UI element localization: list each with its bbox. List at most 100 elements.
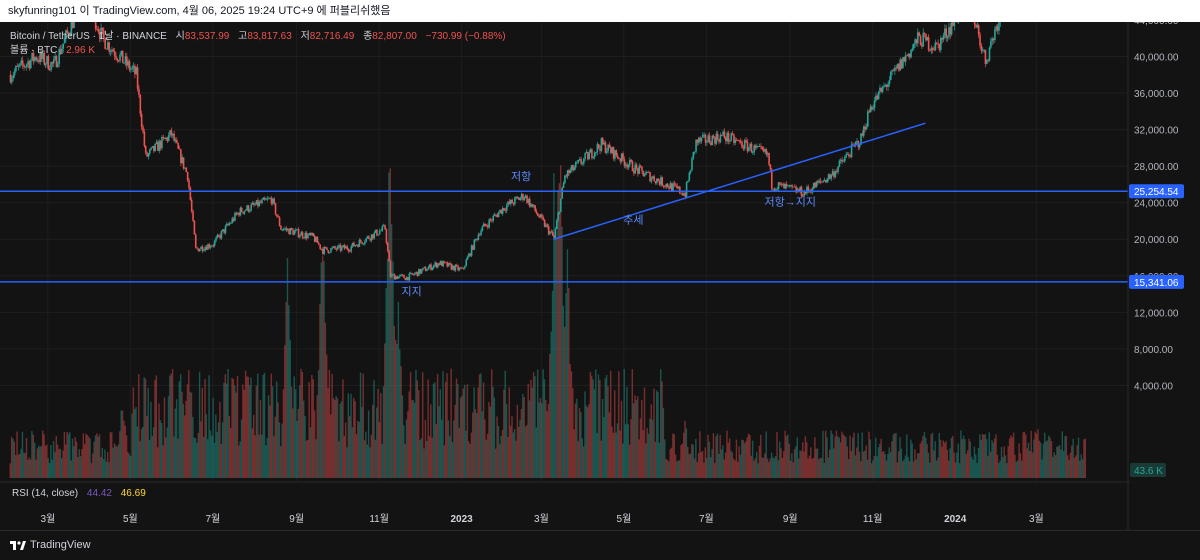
volume-bar (1050, 441, 1053, 478)
volume-bar (1010, 435, 1012, 478)
volume-bar (236, 375, 239, 478)
volume-bar (1061, 431, 1064, 478)
volume-bar (585, 405, 588, 478)
candle-body (839, 159, 842, 161)
candle-body (123, 62, 125, 64)
candle-body (976, 25, 979, 28)
volume-bar (201, 387, 204, 478)
candle-body (186, 172, 189, 181)
volume-bar (508, 387, 510, 478)
candle-body (312, 233, 315, 237)
candle-body (637, 168, 639, 174)
tradingview-logo[interactable]: TradingView (10, 539, 91, 551)
volume-bar (634, 395, 636, 478)
price-tick-label: 4,000.00 (1134, 381, 1173, 392)
volume-bar (716, 433, 719, 478)
candle-body (250, 204, 252, 211)
volume-bar (796, 437, 798, 478)
volume-bar (51, 459, 53, 478)
volume-bar (657, 392, 659, 478)
volume-bar (573, 429, 575, 478)
candle-body (54, 55, 56, 60)
volume-bar (1023, 431, 1026, 478)
candle-body (57, 64, 59, 68)
volume-bar (703, 462, 705, 478)
annotation-text[interactable]: 지지 (401, 285, 421, 298)
candle-body (322, 248, 324, 254)
volume-bar (960, 430, 962, 478)
volume-bar (641, 399, 643, 478)
candle-body (850, 144, 853, 157)
volume-bar (551, 290, 554, 478)
candle-body (182, 157, 185, 169)
candle-body (803, 191, 806, 197)
volume-bar (1034, 431, 1036, 478)
annotation-text[interactable]: 저항→지지 (764, 195, 815, 208)
volume-bar (353, 398, 355, 478)
volume-bar (684, 420, 686, 478)
candle-body (677, 186, 680, 189)
candle-body (407, 277, 409, 281)
volume-bar (949, 448, 951, 478)
volume-bar (400, 366, 402, 478)
volume-bar (829, 449, 831, 478)
candle-body (272, 198, 274, 204)
volume-bar (524, 426, 527, 478)
candle-body (347, 249, 350, 252)
candle-body (254, 204, 257, 206)
candle-body (50, 62, 52, 71)
volume-bar (282, 389, 285, 478)
candle-body (941, 38, 943, 40)
candle-body (70, 20, 73, 36)
volume-bar (280, 446, 282, 478)
price-axis[interactable]: 48,000.0044,000.0040,000.0036,000.0032,0… (1127, 16, 1184, 530)
candle-body (748, 147, 750, 152)
candle-body (753, 145, 756, 153)
candle-body (660, 177, 662, 185)
volume-bar (791, 453, 793, 478)
time-axis[interactable]: 3월 5월 7월 9월 11월 2023 3월 5월 7월 9월 11월 2024 3월 (40, 513, 1043, 525)
volume-bar (36, 448, 39, 478)
volume-bar (923, 432, 926, 478)
volume-bar (73, 446, 75, 478)
volume-bar (482, 382, 485, 478)
volume-bar (290, 386, 293, 478)
volume-bar (477, 387, 479, 478)
annotation-text[interactable]: 저항 (511, 170, 531, 183)
candle-body (561, 187, 563, 199)
volume-bar (192, 416, 194, 478)
volume-bar (616, 423, 619, 478)
volume-bar (1065, 435, 1068, 478)
volume-bar (235, 392, 237, 478)
volume-bar (243, 389, 245, 478)
candle-body (416, 271, 419, 276)
volume-bar (65, 444, 67, 478)
volume-bar (265, 445, 267, 478)
candle-body (697, 137, 700, 143)
annotation-text[interactable]: 추세 (623, 214, 643, 227)
candle-body (492, 215, 495, 221)
candle-body (349, 251, 351, 252)
volume-bar (373, 380, 375, 478)
candle-body (885, 85, 888, 87)
candle-body (564, 175, 566, 183)
candle-body (326, 247, 328, 251)
trend-line[interactable] (553, 122, 926, 240)
volume-bar (689, 453, 692, 478)
volume-bar (90, 463, 93, 478)
candle-body (730, 133, 733, 141)
volume-bar (584, 391, 586, 478)
volume-bar (727, 442, 730, 478)
volume-bar (440, 419, 443, 478)
candle-body (631, 161, 634, 172)
volume-bar (941, 446, 943, 478)
volume-bar (154, 379, 156, 478)
candle-body (702, 134, 704, 138)
candle-body (950, 22, 953, 35)
volume-bar (677, 460, 679, 478)
candle-body (500, 209, 503, 214)
volume-bar (69, 432, 71, 478)
